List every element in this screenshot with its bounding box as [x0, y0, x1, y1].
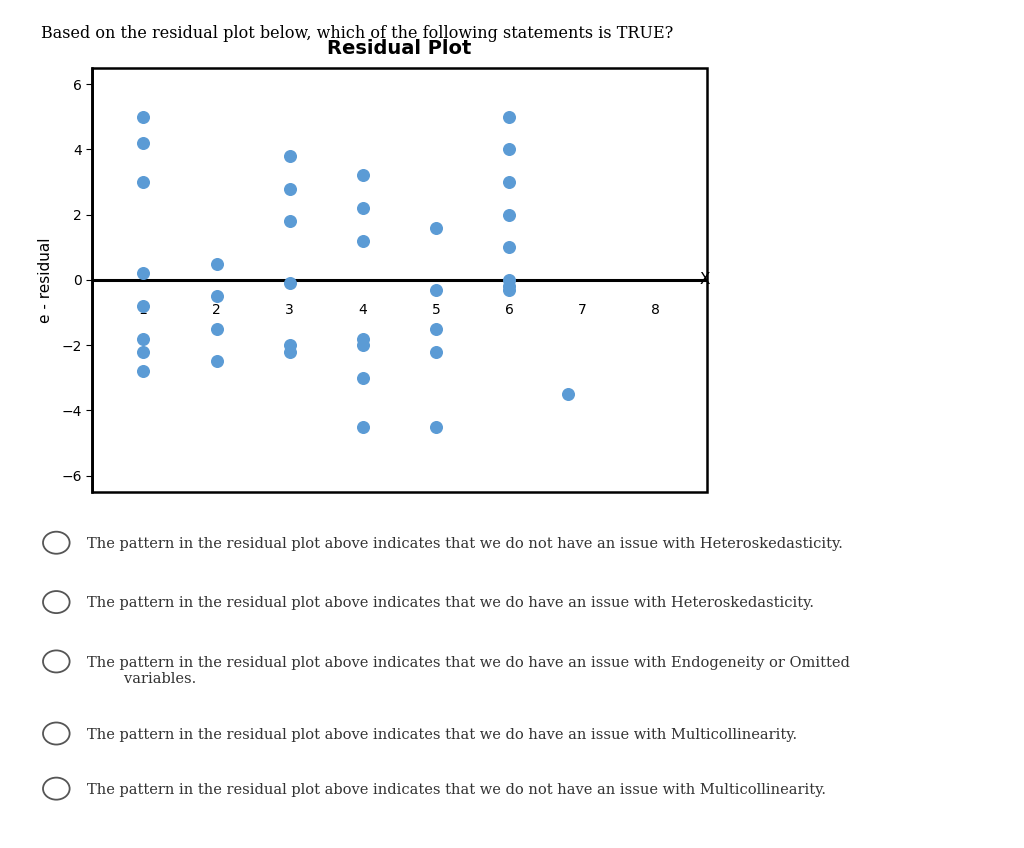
Text: The pattern in the residual plot above indicates that we do have an issue with M: The pattern in the residual plot above i…	[87, 728, 797, 742]
Point	[135, 266, 152, 280]
Point	[282, 149, 298, 163]
Point	[501, 283, 517, 297]
Point	[282, 181, 298, 195]
Point	[282, 338, 298, 352]
Text: The pattern in the residual plot above indicates that we do not have an issue wi: The pattern in the residual plot above i…	[87, 537, 843, 551]
Point	[354, 371, 371, 384]
Point	[501, 241, 517, 254]
Point	[208, 354, 224, 368]
Text: X: X	[699, 272, 710, 287]
Text: The pattern in the residual plot above indicates that we do have an issue with H: The pattern in the residual plot above i…	[87, 596, 814, 611]
Bar	[92, 68, 707, 492]
Point	[135, 136, 152, 149]
Y-axis label: e - residual: e - residual	[38, 237, 53, 322]
Point	[282, 276, 298, 290]
Text: The pattern in the residual plot above indicates that we do have an issue with E: The pattern in the residual plot above i…	[87, 656, 850, 686]
Point	[428, 420, 444, 433]
Title: Residual Plot: Residual Plot	[328, 39, 471, 58]
Point	[501, 110, 517, 124]
Point	[208, 289, 224, 303]
Point	[208, 322, 224, 336]
Text: 7: 7	[578, 303, 587, 316]
Point	[135, 345, 152, 359]
Point	[354, 169, 371, 182]
Point	[354, 234, 371, 248]
Point	[501, 208, 517, 221]
Point	[282, 345, 298, 359]
Point	[559, 388, 575, 401]
Text: 6: 6	[505, 303, 513, 316]
Point	[135, 110, 152, 124]
Point	[428, 322, 444, 336]
Point	[501, 142, 517, 156]
Text: 1: 1	[139, 303, 147, 316]
Point	[428, 283, 444, 297]
Point	[282, 215, 298, 228]
Point	[354, 201, 371, 215]
Point	[208, 257, 224, 271]
Point	[354, 338, 371, 352]
Point	[135, 365, 152, 378]
Point	[354, 420, 371, 433]
Text: 8: 8	[651, 303, 659, 316]
Text: 4: 4	[358, 303, 368, 316]
Point	[501, 280, 517, 293]
Text: 3: 3	[286, 303, 294, 316]
Point	[135, 176, 152, 189]
Text: The pattern in the residual plot above indicates that we do not have an issue wi: The pattern in the residual plot above i…	[87, 783, 826, 797]
Point	[501, 273, 517, 287]
Text: 5: 5	[431, 303, 440, 316]
Point	[428, 345, 444, 359]
Point	[135, 299, 152, 313]
Point	[428, 220, 444, 234]
Text: 2: 2	[212, 303, 221, 316]
Point	[135, 332, 152, 345]
Point	[354, 332, 371, 345]
Text: Based on the residual plot below, which of the following statements is TRUE?: Based on the residual plot below, which …	[41, 25, 673, 42]
Point	[501, 176, 517, 189]
